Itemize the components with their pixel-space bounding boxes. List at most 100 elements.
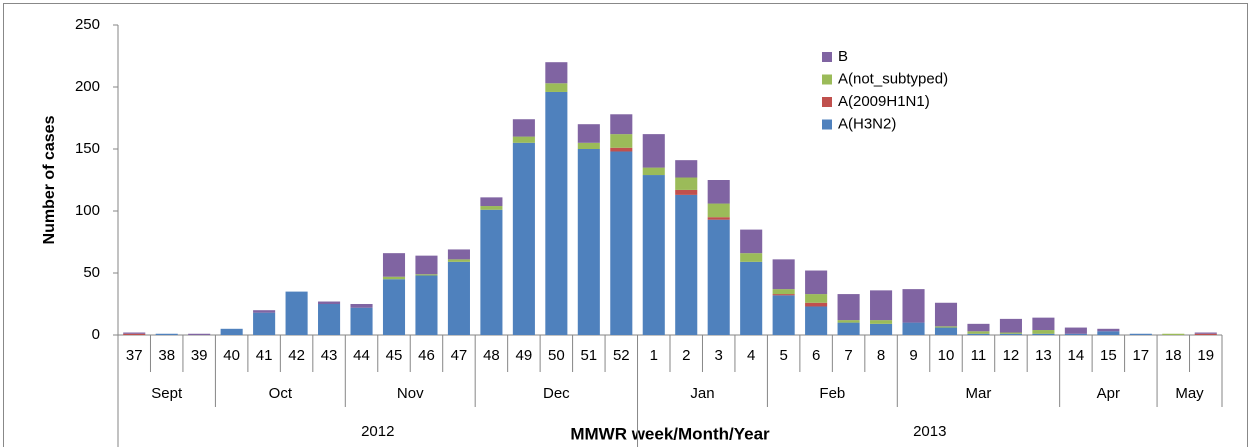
x-tick-label: 47 [451, 347, 468, 364]
bar-segment [675, 160, 698, 178]
legend-label: A(H3N2) [838, 115, 896, 132]
bar-segment [447, 261, 470, 335]
month-label: Apr [1097, 385, 1120, 402]
bar-segment [1194, 332, 1217, 334]
bar-segment [805, 270, 828, 295]
bar-segment [415, 274, 438, 276]
bar-segment [707, 203, 730, 218]
x-tick-label: 13 [1035, 347, 1052, 364]
bar-segment [1032, 330, 1055, 334]
bar-segment [805, 306, 828, 335]
x-tick-label: 44 [353, 347, 370, 364]
bar-segment [545, 91, 568, 336]
bar-segment [415, 275, 438, 335]
bar-segment [447, 259, 470, 262]
bar-segment [870, 320, 893, 324]
year-label: 2012 [361, 423, 394, 440]
x-tick-label: 52 [613, 347, 630, 364]
x-tick-label: 41 [256, 347, 273, 364]
bar-segment [577, 149, 600, 335]
x-tick-label: 37 [126, 347, 143, 364]
x-tick-label: 45 [386, 347, 403, 364]
x-tick-label: 7 [844, 347, 852, 364]
y-tick-label: 100 [75, 202, 100, 219]
bar-segment [123, 332, 146, 334]
bar-segment [350, 307, 373, 335]
bar-segment [772, 295, 795, 335]
x-tick-label: 5 [779, 347, 787, 364]
bar-segment [740, 261, 763, 335]
x-tick-label: 3 [715, 347, 723, 364]
bar-segment [480, 209, 503, 335]
bar-segment [1064, 333, 1087, 335]
month-label: Sept [151, 385, 183, 402]
month-label: May [1175, 385, 1204, 402]
bar-segment [577, 142, 600, 149]
legend-label: A(not_subtyped) [838, 70, 948, 87]
x-tick-label: 39 [191, 347, 208, 364]
bar-segment [318, 304, 341, 335]
bar-segment [902, 322, 925, 335]
x-tick-label: 14 [1068, 347, 1085, 364]
bar-segment [350, 304, 373, 308]
bar-segment [1194, 333, 1217, 335]
x-tick-label: 40 [223, 347, 240, 364]
bar-segment [610, 147, 633, 152]
bar-segment [545, 62, 568, 84]
legend-label: A(2009H1N1) [838, 93, 930, 110]
x-tick-label: 18 [1165, 347, 1182, 364]
x-tick-label: 8 [877, 347, 885, 364]
legend-label: B [838, 48, 848, 65]
y-tick-label: 50 [83, 264, 100, 281]
x-tick-label: 10 [938, 347, 955, 364]
bar-segment [512, 136, 535, 143]
legend-swatch [822, 74, 832, 85]
month-label: Dec [543, 385, 570, 402]
bar-segment [1064, 327, 1087, 334]
bar-segment [675, 189, 698, 195]
legend-swatch [822, 119, 832, 130]
x-tick-label: 46 [418, 347, 435, 364]
bar-segment [610, 151, 633, 335]
x-tick-label: 1 [650, 347, 658, 364]
chart-border [3, 3, 1248, 447]
bar-segment [870, 323, 893, 335]
month-label: Mar [966, 385, 992, 402]
bar-segment [382, 276, 406, 280]
bar-segment [610, 134, 633, 148]
month-label: Feb [819, 385, 845, 402]
bar-segment [642, 134, 665, 168]
bar-segment [512, 142, 535, 335]
y-axis-title: Number of cases [41, 115, 58, 244]
bar-segment [642, 175, 665, 335]
bar-segment [999, 333, 1022, 335]
bar-segment [285, 291, 308, 335]
bar-segment [155, 333, 178, 335]
x-tick-label: 49 [516, 347, 533, 364]
bar-segment [837, 294, 860, 321]
bar-segment [772, 259, 795, 290]
bar-segment [772, 289, 795, 295]
bar-segment [1097, 331, 1120, 335]
month-label: Jan [690, 385, 714, 402]
legend-swatch [822, 52, 832, 62]
bar-segment [447, 249, 470, 260]
bar-segment [805, 302, 828, 307]
bar-segment [382, 279, 406, 335]
month-label: Nov [397, 385, 424, 402]
x-tick-label: 51 [580, 347, 597, 364]
bar-segment [1162, 333, 1185, 335]
bar-segment [837, 320, 860, 323]
x-tick-label: 43 [321, 347, 338, 364]
legend-swatch [822, 97, 832, 107]
bar-segment [967, 323, 990, 332]
bar-segment [805, 294, 828, 303]
bar-segment [480, 197, 503, 207]
bar-segment [999, 332, 1022, 334]
x-tick-label: 2 [682, 347, 690, 364]
y-tick-label: 150 [75, 140, 100, 157]
x-tick-label: 38 [158, 347, 175, 364]
bar-segment [577, 124, 600, 143]
bar-segment [707, 219, 730, 335]
bar-segment [610, 114, 633, 135]
